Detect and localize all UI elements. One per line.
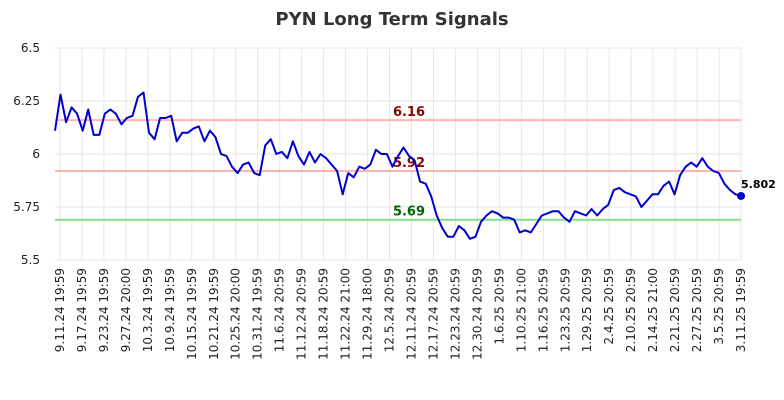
x-tick-label: 11.29.24 18:00 bbox=[361, 268, 375, 360]
x-tick-label: 11.12.24 20:59 bbox=[295, 268, 309, 360]
x-tick-label: 10.31.24 19:59 bbox=[251, 268, 265, 360]
reference-line-label: 5.69 bbox=[393, 205, 425, 220]
chart-title: PYN Long Term Signals bbox=[275, 9, 508, 30]
y-tick-label: 6.25 bbox=[13, 94, 40, 108]
y-tick-label: 6.5 bbox=[21, 41, 40, 55]
x-tick-label: 2.14.25 21:00 bbox=[646, 268, 660, 352]
last-value-marker bbox=[737, 191, 745, 200]
y-axis-ticks: 5.5 5.75 6 6.25 6.5 bbox=[13, 41, 40, 267]
x-tick-label: 12.23.24 20:59 bbox=[448, 268, 462, 360]
x-tick-label: 3.5.25 20:59 bbox=[712, 268, 726, 345]
x-tick-label: 2.4.25 20:59 bbox=[602, 268, 616, 345]
series-layer: 5.802 bbox=[54, 91, 776, 240]
x-tick-label: 12.5.24 20:59 bbox=[383, 268, 397, 352]
x-tick-label: 12.11.24 20:59 bbox=[404, 268, 418, 360]
x-tick-label: 1.23.25 20:59 bbox=[558, 268, 572, 352]
x-tick-label: 9.17.24 19:59 bbox=[75, 268, 89, 352]
x-tick-label: 2.21.25 20:59 bbox=[668, 268, 682, 352]
x-tick-label: 10.3.24 19:59 bbox=[141, 268, 155, 352]
x-tick-label: 10.15.24 19:59 bbox=[185, 268, 199, 360]
x-tick-label: 1.16.25 20:59 bbox=[536, 268, 550, 352]
x-tick-label: 1.10.25 21:00 bbox=[514, 268, 528, 352]
x-tick-label: 9.23.24 19:59 bbox=[97, 268, 111, 352]
x-tick-label: 2.27.25 20:59 bbox=[690, 268, 704, 352]
x-tick-label: 11.22.24 21:00 bbox=[339, 268, 353, 360]
x-axis-ticks: 9.11.24 19:59 9.17.24 19:59 9.23.24 19:59 9… bbox=[53, 268, 748, 360]
series-line bbox=[54, 91, 742, 240]
x-tick-label: 10.21.24 19:59 bbox=[207, 268, 221, 360]
x-tick-label: 9.27.24 20:00 bbox=[119, 268, 133, 352]
x-tick-label: 12.17.24 20:59 bbox=[426, 268, 440, 360]
last-value-label: 5.802 bbox=[741, 178, 776, 191]
x-tick-label: 12.30.24 20:59 bbox=[470, 268, 484, 360]
x-tick-label: 2.10.25 20:59 bbox=[624, 268, 638, 352]
y-tick-label: 5.5 bbox=[21, 253, 40, 267]
y-tick-label: 5.75 bbox=[13, 200, 40, 214]
x-tick-label: 11.6.24 20:59 bbox=[273, 268, 287, 352]
reference-line-label: 6.16 bbox=[393, 105, 425, 120]
x-tick-label: 11.18.24 20:59 bbox=[317, 268, 331, 360]
x-tick-label: 10.9.24 19:59 bbox=[163, 268, 177, 352]
x-tick-label: 1.6.25 20:59 bbox=[492, 268, 506, 345]
x-tick-label: 1.29.25 20:59 bbox=[580, 268, 594, 352]
x-tick-label: 10.25.24 20:00 bbox=[229, 268, 243, 360]
y-tick-label: 6 bbox=[32, 147, 40, 161]
x-tick-label: 9.11.24 19:59 bbox=[53, 268, 67, 352]
x-tick-label: 3.11.25 19:59 bbox=[734, 268, 748, 352]
grid bbox=[55, 47, 742, 261]
reference-lines: 6.165.925.69 bbox=[55, 105, 741, 221]
